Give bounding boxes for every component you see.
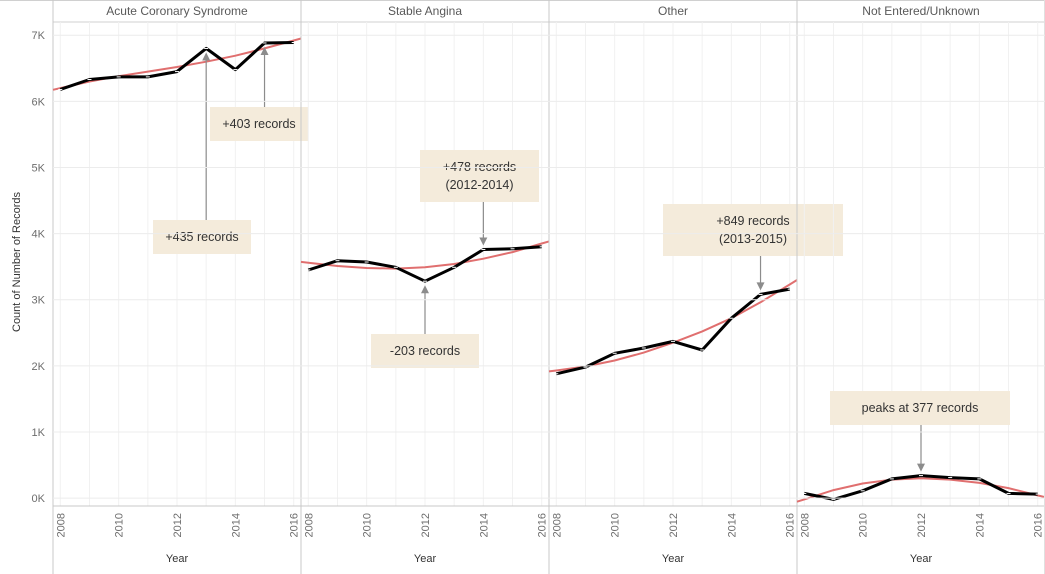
x-tick-label: 2012 bbox=[916, 513, 928, 537]
x-tick-label: 2008 bbox=[55, 513, 67, 537]
y-axis-label: Count of Number of Records bbox=[11, 191, 23, 332]
panel-header: Not Entered/Unknown bbox=[862, 4, 979, 18]
y-tick-label: 0K bbox=[32, 493, 46, 505]
annotation-text: -203 records bbox=[390, 344, 460, 358]
annotation-box bbox=[210, 107, 308, 141]
x-tick-label: 2014 bbox=[230, 513, 242, 537]
annotation-arrowhead bbox=[421, 285, 429, 294]
annotation-arrowhead bbox=[202, 52, 211, 61]
panel-header: Acute Coronary Syndrome bbox=[106, 4, 248, 18]
x-tick-label: 2010 bbox=[610, 513, 622, 537]
annotation-text: (2013-2015) bbox=[719, 232, 787, 246]
x-tick-label: 2012 bbox=[668, 513, 680, 537]
annotation-text: +403 records bbox=[222, 117, 295, 131]
annotation-arrowhead bbox=[917, 463, 925, 472]
annotation-text: +435 records bbox=[165, 230, 238, 244]
annotation-box bbox=[830, 391, 1010, 425]
y-tick-label: 6K bbox=[32, 96, 46, 108]
annotation-arrowhead bbox=[756, 282, 765, 291]
x-axis-label: Year bbox=[166, 553, 189, 565]
annotation-box bbox=[371, 334, 479, 368]
x-tick-label: 2016 bbox=[1033, 513, 1045, 537]
panel-4: Not Entered/Unknown 2008 2010 2012 2014 2016 Y… bbox=[796, 0, 1045, 574]
x-tick-label: 2008 bbox=[303, 513, 315, 537]
x-tick-label: 2014 bbox=[974, 513, 986, 537]
x-tick-label: 2014 bbox=[726, 513, 738, 537]
x-tick-label: 2016 bbox=[785, 513, 797, 537]
annotation-arrowhead bbox=[479, 237, 488, 246]
header-top-border bbox=[0, 0, 1045, 1]
x-tick-label: 2014 bbox=[478, 513, 490, 537]
x-axis-label: Year bbox=[662, 553, 685, 565]
y-tick-label: 7K bbox=[32, 30, 46, 42]
annotation-text: +849 records bbox=[716, 214, 789, 228]
annotation-arrowhead bbox=[260, 46, 269, 55]
annotation-box bbox=[663, 204, 843, 256]
panel-1: Acute Coronary Syndrome 2008 2010 2012 2014 2… bbox=[52, 0, 308, 574]
annotation-box bbox=[153, 220, 251, 254]
x-axis-label: Year bbox=[414, 553, 437, 565]
x-tick-label: 2010 bbox=[858, 513, 870, 537]
x-tick-label: 2008 bbox=[799, 513, 811, 537]
x-tick-label: 2010 bbox=[362, 513, 374, 537]
annotation-text: (2012-2014) bbox=[445, 178, 513, 192]
x-tick-label: 2008 bbox=[551, 513, 563, 537]
x-axis-label: Year bbox=[910, 553, 933, 565]
panel-header: Other bbox=[658, 4, 688, 18]
x-tick-label: 2016 bbox=[289, 513, 301, 537]
y-tick-label: 4K bbox=[32, 229, 46, 241]
annotation-box bbox=[420, 150, 539, 202]
y-tick-label: 2K bbox=[32, 361, 46, 373]
x-tick-label: 2012 bbox=[172, 513, 184, 537]
y-tick-label: 1K bbox=[32, 427, 46, 439]
panel-3: Other 2008 2010 2012 2014 2016 Year +849 record… bbox=[548, 0, 843, 574]
annotation-text: peaks at 377 records bbox=[862, 401, 979, 415]
y-axis: 0K 1K 2K 3K 4K 5K 6K 7K bbox=[32, 30, 1045, 505]
panel-header: Stable Angina bbox=[388, 4, 462, 18]
trend-line bbox=[796, 477, 1045, 503]
x-tick-label: 2016 bbox=[537, 513, 549, 537]
y-tick-label: 5K bbox=[32, 162, 46, 174]
y-tick-label: 3K bbox=[32, 295, 46, 307]
x-tick-label: 2010 bbox=[114, 513, 126, 537]
x-tick-label: 2012 bbox=[420, 513, 432, 537]
